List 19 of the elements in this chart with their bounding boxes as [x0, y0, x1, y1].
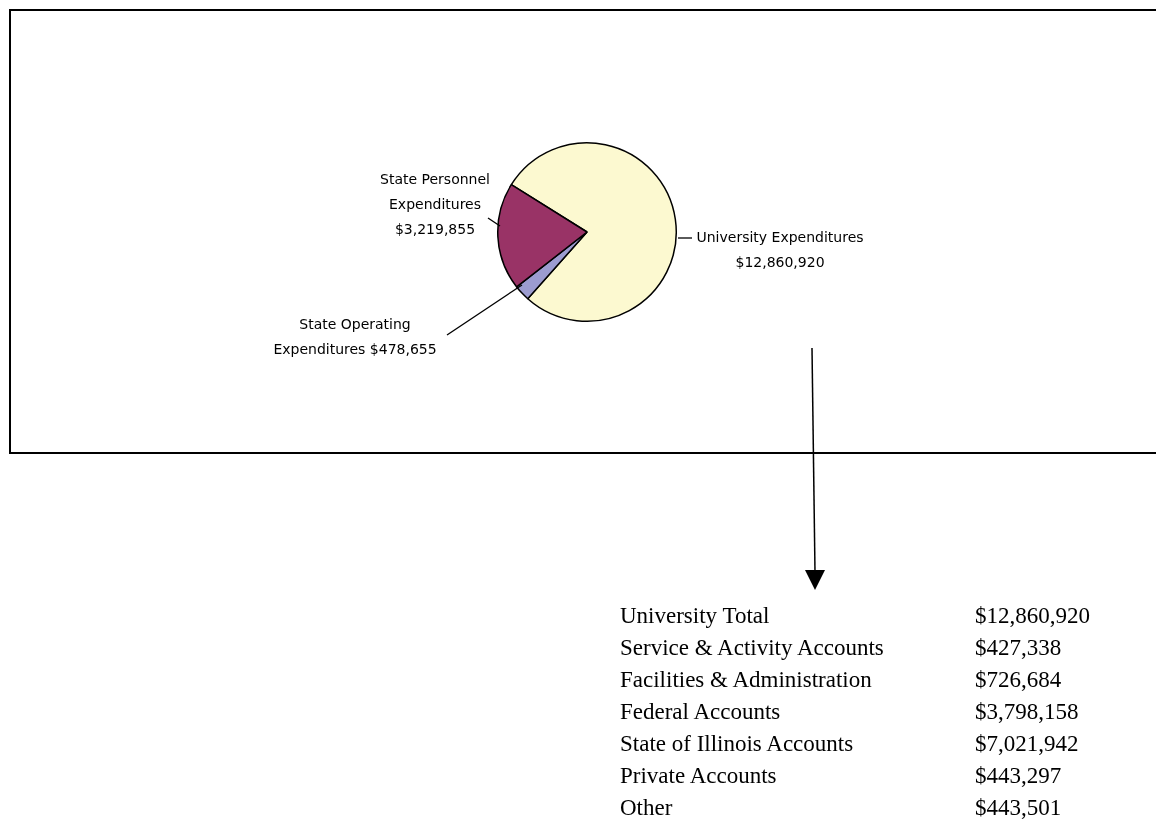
- text: $7,021,942: [975, 731, 1079, 756]
- text: $726,684: [975, 667, 1062, 692]
- text: $12,860,920: [975, 603, 1090, 628]
- category-label: University Total: [620, 602, 771, 630]
- text: $443,501: [975, 795, 1062, 819]
- data-label: $12,860,920: [735, 253, 825, 270]
- category-label: Other: [620, 794, 674, 819]
- slice-label: State Personnel Expenditures: [380, 170, 490, 212]
- text: $427,338: [975, 635, 1062, 660]
- category-label: Federal Accounts: [620, 698, 782, 726]
- category-label: State of Illinois Accounts: [620, 730, 855, 758]
- category-label: Facilities & Administration: [620, 666, 873, 694]
- category-label: Private Accounts: [620, 762, 778, 790]
- slice-label: University Expenditures: [696, 228, 864, 245]
- text: $443,297: [975, 763, 1062, 788]
- category-label: Service & Activity Accounts: [620, 634, 885, 662]
- text: $3,798,158: [975, 699, 1079, 724]
- slice-label: State Operating Expenditures $478,655: [273, 315, 437, 357]
- data-label: $3,219,855: [394, 220, 476, 237]
